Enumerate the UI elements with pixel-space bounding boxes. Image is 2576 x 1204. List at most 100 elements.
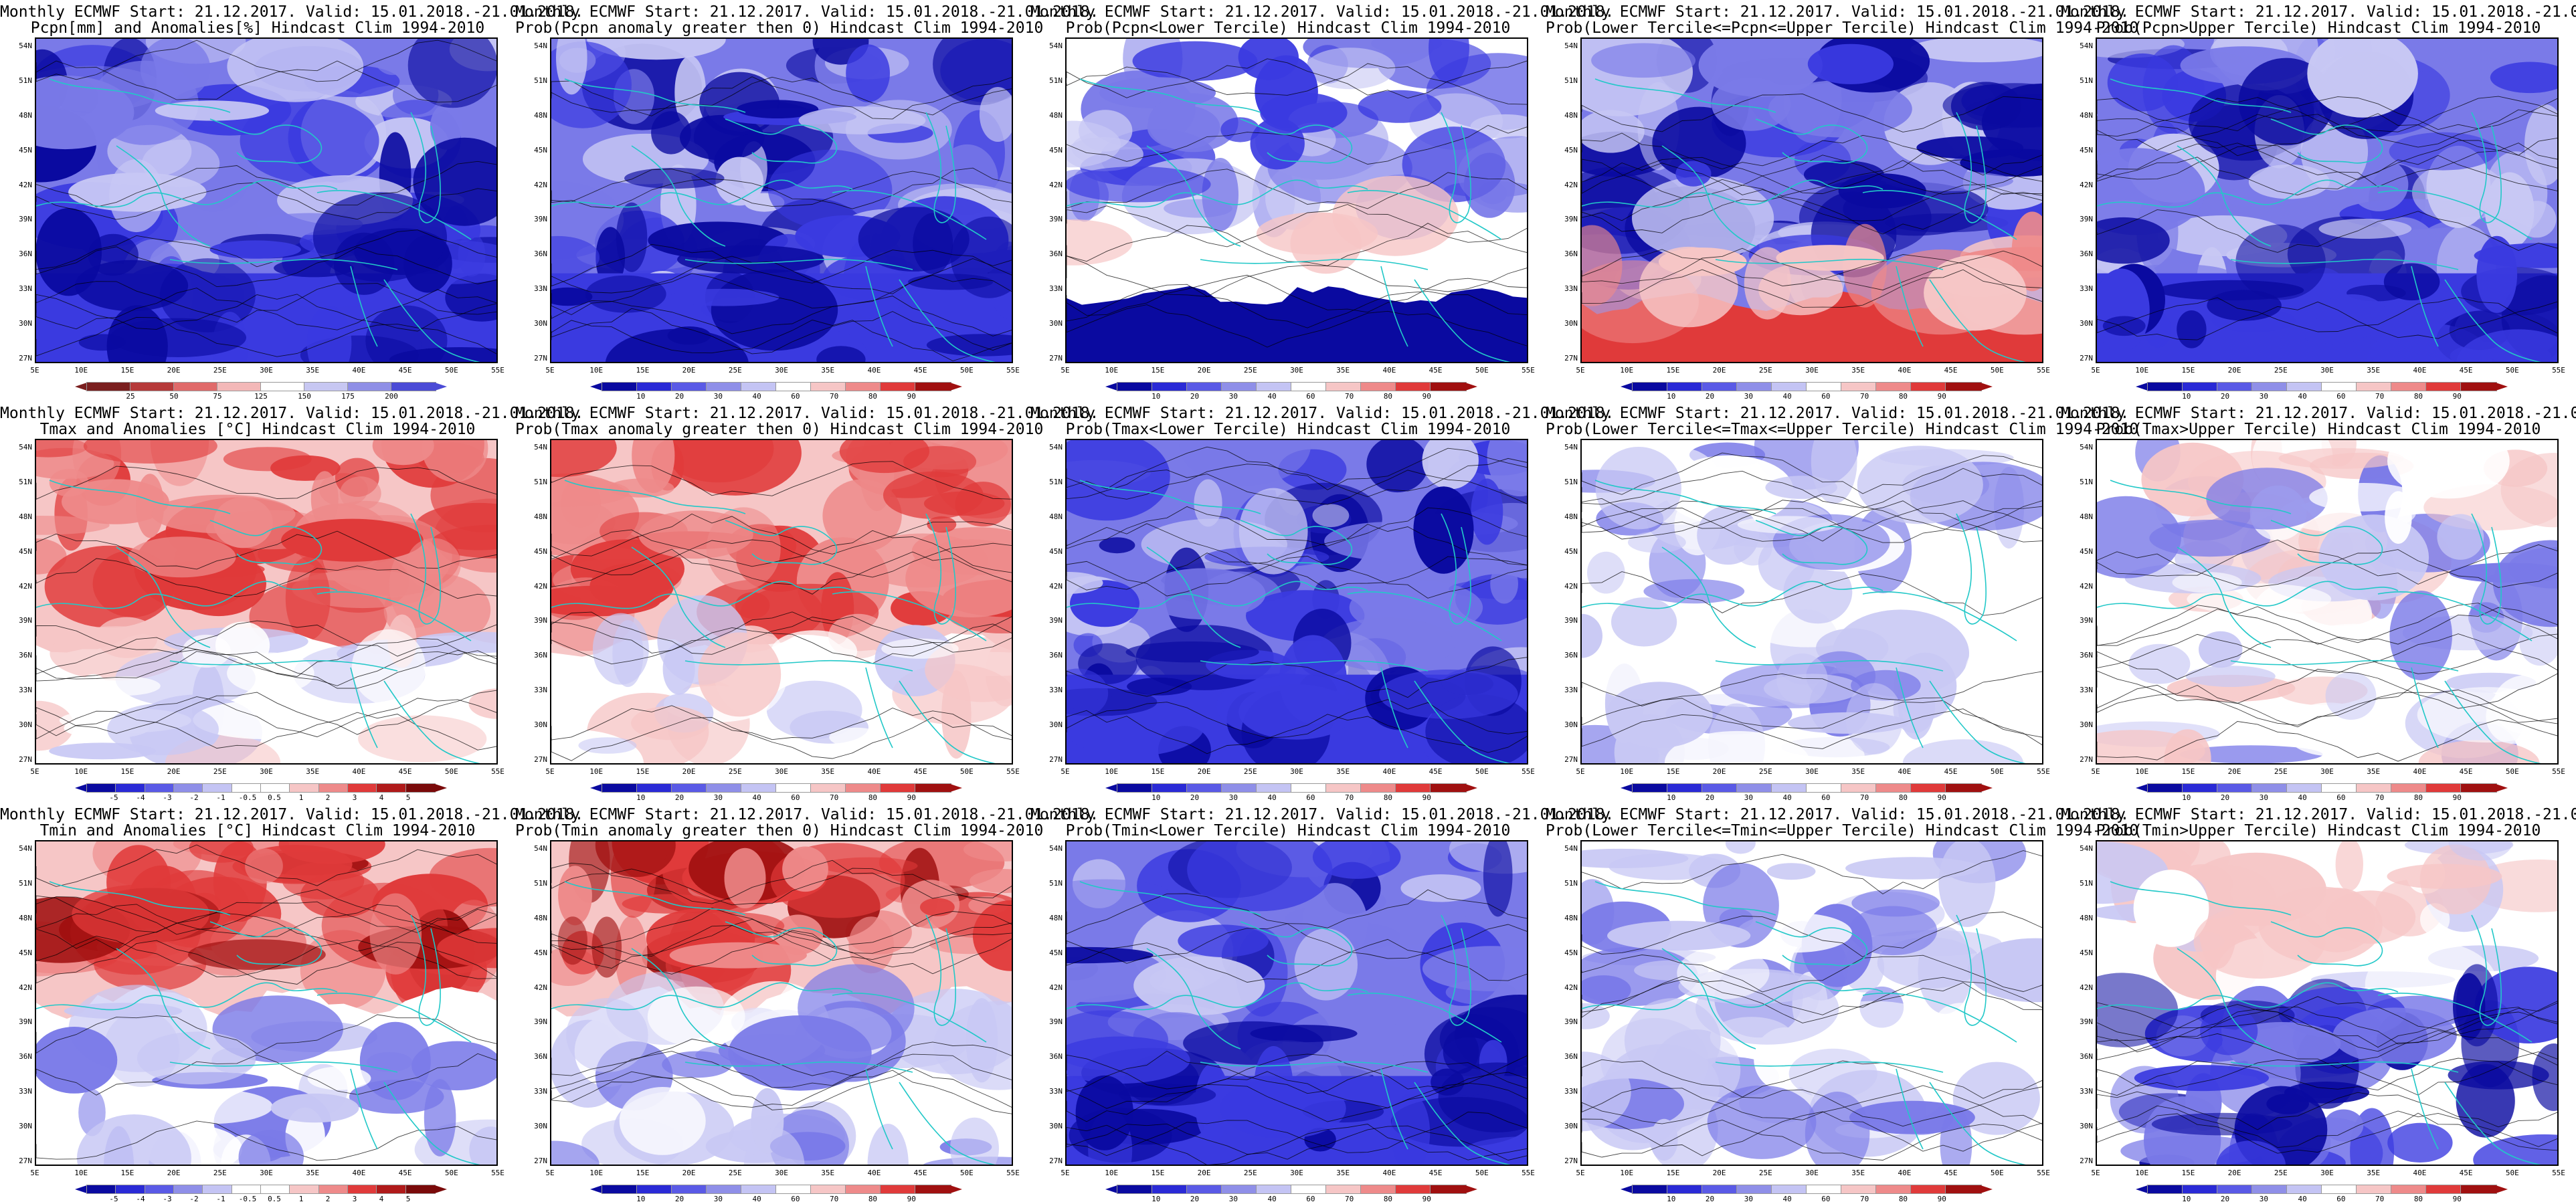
longitude-label: 10E (1105, 1169, 1119, 1177)
colorbar-tick-label: 2 (325, 793, 331, 802)
coastline (2230, 1061, 2459, 1073)
coastline (1594, 881, 1776, 916)
field-patch (1075, 1075, 1133, 1150)
field-patch (2097, 496, 2181, 579)
latitude-label: 48N (1564, 913, 1578, 922)
colorbar-max-arrow (950, 383, 962, 391)
longitude-label: 50E (1475, 366, 1489, 375)
colorbar-tick-label: 40 (752, 392, 761, 401)
longitude-label: 45E (398, 366, 412, 375)
latitude-label: 45N (1049, 546, 1063, 556)
map-panel-tmin-4: Monthly ECMWF Start: 21.12.2017. Valid: … (1546, 803, 2139, 1204)
longitude-label: 40E (867, 767, 881, 776)
panel-title-line2: Prob(Lower Tercile<=Tmin<=Upper Tercile)… (1546, 822, 2139, 839)
field-patch (2266, 1094, 2309, 1114)
colorbar-tick-label: 20 (1190, 1195, 1200, 1203)
field-patch (188, 939, 326, 971)
colorbar-segment (1186, 783, 1223, 793)
latitude-label: 36N (2080, 249, 2093, 259)
field-patch (96, 617, 158, 658)
field-patch (846, 44, 890, 102)
contour-line (36, 316, 496, 357)
colorbar-segment (173, 1185, 204, 1194)
contour-line (1582, 976, 2042, 1018)
contour-line (551, 319, 1012, 361)
contour-line (1582, 1059, 2042, 1099)
colorbar: 10 20 30 40 60 70 80 90 (589, 783, 963, 802)
longitude-label: 30E (775, 366, 788, 375)
map-panel-precipitation-2: Monthly ECMWF Start: 21.12.2017. Valid: … (515, 0, 1099, 401)
colorbar-segment (1430, 1185, 1467, 1194)
contour-line (2097, 1051, 2557, 1096)
longitude-label: 35E (1851, 767, 1865, 776)
coastline (2110, 480, 2292, 514)
colorbar-segment (2182, 783, 2219, 793)
field-patch (1471, 478, 1503, 545)
field-patch (1725, 841, 1756, 854)
field-patch (1591, 43, 1696, 78)
colorbar-segment (775, 783, 812, 793)
field-patch (1624, 998, 1721, 1084)
colorbar-segment (1256, 783, 1293, 793)
longitude-label: 35E (1851, 366, 1865, 375)
colorbar-segment (376, 783, 407, 793)
panel-title-line1: Monthly ECMWF Start: 21.12.2017. Valid: … (515, 3, 1099, 21)
colorbar-min-arrow (1621, 1185, 1633, 1193)
map-field (1067, 440, 1527, 763)
colorbar-tick-label: 20 (1190, 793, 1200, 802)
colorbar-segment (1771, 783, 1808, 793)
contour-line (36, 889, 496, 935)
latitude-label: 30N (19, 1122, 32, 1131)
contour-line (1582, 132, 2042, 176)
contour-line (1582, 494, 2042, 532)
colorbar-tick-label: 40 (1267, 1195, 1277, 1203)
colorbar-tick-label: 4 (379, 1195, 384, 1203)
colorbar-segment (2182, 1185, 2219, 1194)
contour-line (2097, 209, 2557, 253)
longitude-label: 55E (491, 366, 504, 375)
contour-line (1067, 1071, 1527, 1109)
field-patch (1067, 219, 1133, 266)
field-patch (647, 986, 745, 1047)
contour-line (1067, 1082, 1527, 1122)
colorbar-tick-label: 70 (1345, 1195, 1354, 1203)
colorbar-segment (1360, 382, 1397, 391)
latitude-label: 27N (1564, 354, 1578, 363)
colorbar-segment (1806, 382, 1843, 391)
longitude-label: 5E (2091, 1169, 2100, 1177)
field-patch (1183, 1021, 1323, 1065)
colorbar-tick-label: 25 (126, 392, 135, 401)
longitude-label: 40E (352, 767, 366, 776)
coastline (1441, 112, 1471, 223)
latitude-label: 54N (2080, 41, 2093, 50)
field-patch (1902, 739, 2024, 763)
field-patch (557, 916, 587, 965)
latitude-label: 48N (19, 512, 32, 521)
colorbar-segment (915, 382, 951, 391)
colorbar-max-arrow (435, 383, 447, 391)
colorbar-tick-label: 20 (2220, 793, 2230, 802)
longitude-label: 40E (1382, 1169, 1396, 1177)
colorbar-segment (671, 1185, 708, 1194)
contour-line (1067, 458, 1527, 500)
latitude-label: 54N (1564, 41, 1578, 50)
field-patch (1132, 41, 1258, 81)
contour-line (36, 895, 496, 933)
field-patch (285, 557, 331, 641)
field-patch (351, 629, 426, 706)
latitude-label: 33N (2080, 1087, 2093, 1096)
colorbar-tick-label: 70 (1860, 392, 1869, 401)
contour-line (1582, 850, 2042, 895)
longitude-label: 35E (821, 366, 835, 375)
contour-line (36, 60, 496, 103)
longitude-label: 25E (213, 366, 227, 375)
contour-line (1067, 58, 1527, 99)
coastline (1715, 258, 1944, 270)
colorbar-tick-label: 70 (1345, 392, 1354, 401)
field-patch (669, 942, 807, 969)
field-patch (1776, 653, 1828, 706)
contour-line (551, 513, 1012, 557)
field-patch (2200, 1007, 2258, 1056)
coastline (899, 680, 996, 763)
contour-line (1582, 912, 2042, 958)
